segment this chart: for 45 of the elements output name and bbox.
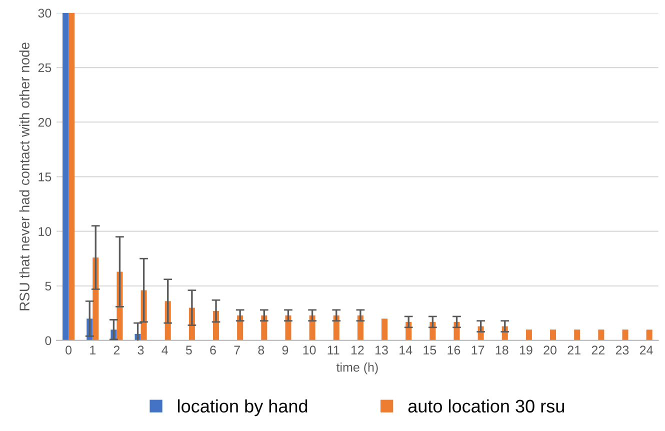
y-tick-label: 30 xyxy=(38,8,52,18)
x-tick-label: 4 xyxy=(162,346,168,354)
y-axis-title: RSU that never had contact with other node xyxy=(19,42,30,310)
x-tick-label: 20 xyxy=(544,346,556,355)
x-tick-label: 15 xyxy=(424,346,436,355)
bar xyxy=(574,330,580,340)
x-tick-label: 12 xyxy=(351,346,364,354)
bar xyxy=(598,330,604,340)
x-tick-label: 13 xyxy=(376,346,388,355)
x-tick-label: 1 xyxy=(90,346,96,354)
x-tick-label: 24 xyxy=(640,346,653,354)
y-tick-label: 0 xyxy=(45,336,52,346)
bar xyxy=(382,318,388,340)
bar xyxy=(622,330,628,340)
x-tick-label: 6 xyxy=(210,346,216,355)
y-tick-label: 20 xyxy=(38,118,52,127)
y-tick-label: 15 xyxy=(38,172,52,182)
x-axis-title: time (h) xyxy=(336,362,378,374)
bar xyxy=(526,330,532,340)
x-tick-label: 2 xyxy=(114,346,120,354)
bar xyxy=(550,330,556,340)
x-tick-label: 14 xyxy=(400,346,412,354)
x-tick-label: 3 xyxy=(138,346,144,355)
x-tick-label: 7 xyxy=(234,346,240,354)
x-tick-label: 18 xyxy=(496,346,508,355)
x-tick-label: 10 xyxy=(303,346,316,355)
x-tick-label: 17 xyxy=(472,346,484,354)
x-tick-label: 19 xyxy=(520,346,532,355)
bar xyxy=(646,330,652,340)
x-tick-label: 22 xyxy=(592,346,604,354)
y-tick-label: 25 xyxy=(38,63,52,72)
bar xyxy=(68,12,75,340)
x-tick-label: 0 xyxy=(66,346,72,355)
x-tick-label: 8 xyxy=(258,346,264,355)
y-tick-label: 10 xyxy=(38,227,52,236)
x-tick-label: 11 xyxy=(328,346,340,354)
x-tick-label: 16 xyxy=(448,346,460,355)
bar xyxy=(62,12,69,340)
legend-label: location by hand xyxy=(178,399,308,416)
x-tick-label: 21 xyxy=(568,346,580,354)
legend-label: auto location 30 rsu xyxy=(408,399,564,413)
x-tick-label: 23 xyxy=(616,346,629,355)
x-tick-label: 5 xyxy=(186,346,192,355)
x-tick-label: 9 xyxy=(282,346,288,355)
y-tick-label: 5 xyxy=(45,282,52,291)
